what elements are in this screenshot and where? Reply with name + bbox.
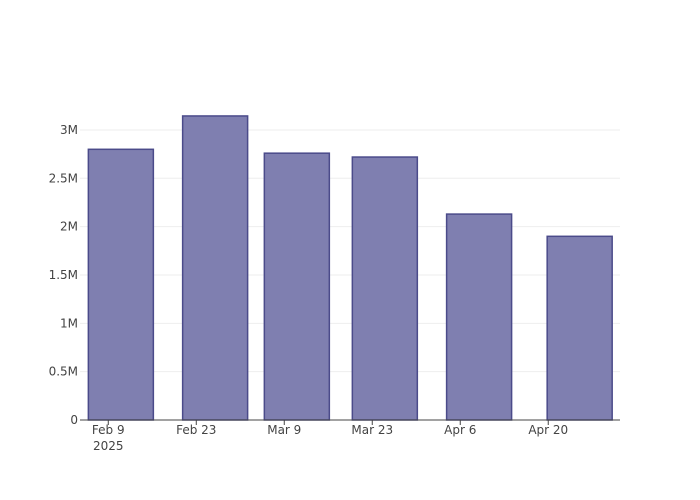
y-tick-label: 2M	[60, 220, 78, 234]
bar	[263, 152, 331, 421]
y-tick-label: 1M	[60, 316, 78, 330]
y-tick-label: 1.5M	[49, 268, 78, 282]
y-tick-label: 0.5M	[49, 365, 78, 379]
x-tick-label: Apr 6	[444, 423, 476, 437]
x-tick-label: Feb 23	[176, 423, 216, 437]
x-tick-label: Apr 20	[528, 423, 568, 437]
x-year-label: 2025	[93, 439, 124, 453]
x-tick-label: Feb 9	[92, 423, 125, 437]
x-tick-label: Mar 23	[351, 423, 393, 437]
bar	[181, 115, 249, 421]
bar	[87, 148, 155, 421]
bar	[445, 213, 513, 421]
x-tick-label: Mar 9	[267, 423, 301, 437]
bar	[546, 235, 613, 421]
bar	[351, 156, 419, 421]
y-tick-label: 0	[70, 413, 78, 427]
y-tick-label: 3M	[60, 123, 78, 137]
y-tick-label: 2.5M	[49, 171, 78, 185]
